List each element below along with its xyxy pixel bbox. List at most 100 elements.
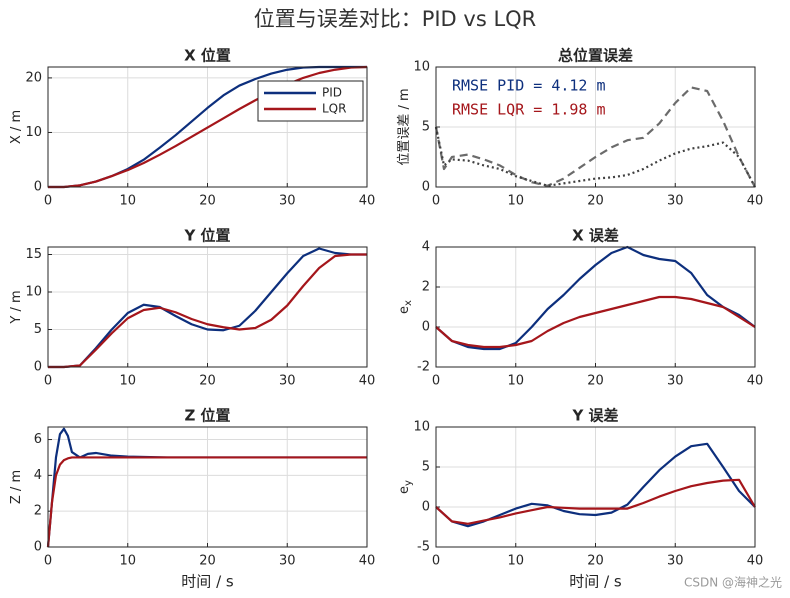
y-tick-label: 10 [413, 60, 430, 75]
subplot-title: 总位置误差 [558, 47, 633, 65]
annotation: RMSE PID = 4.12 m [452, 77, 606, 95]
y-tick-label: 0 [34, 540, 42, 555]
legend-label: PID [322, 86, 342, 100]
x-tick-label: 40 [359, 554, 376, 569]
y-axis-label-main: Z / m [9, 470, 24, 504]
y-axis-label-main: Y / m [9, 290, 24, 324]
x-tick-label: 0 [432, 374, 440, 389]
x-tick-label: 0 [432, 194, 440, 209]
y-tick-label: 0 [422, 320, 430, 335]
data-line [48, 253, 367, 369]
y-tick-label: -5 [417, 540, 430, 555]
axes-box [435, 66, 756, 188]
subplot: 0 10 20 30 40 0 10 20 X 位置 X / m PID LQR [9, 47, 376, 209]
x-tick-label: 0 [44, 554, 52, 569]
data-line [434, 86, 756, 188]
data-line [48, 65, 368, 189]
y-tick-label: 10 [25, 125, 42, 140]
y-tick-label: 15 [25, 247, 42, 262]
y-tick-label: 10 [25, 285, 42, 300]
y-tick-label: 4 [422, 240, 430, 255]
x-tick-label: 10 [119, 554, 136, 569]
x-tick-label: 10 [119, 194, 136, 209]
data-line [435, 245, 756, 351]
x-tick-label: 30 [279, 194, 296, 209]
y-axis-label: 位置误差 / m [397, 88, 412, 165]
x-tick-label: 10 [507, 554, 524, 569]
axes-box [47, 66, 368, 188]
x-tick-label: 40 [359, 374, 376, 389]
y-tick-label: 10 [413, 420, 430, 435]
data-line [434, 126, 756, 188]
figure-title: 位置与误差对比：PID vs LQR [254, 7, 537, 31]
x-tick-label: 20 [587, 194, 604, 209]
y-tick-label: 0 [34, 360, 42, 375]
y-tick-label: 0 [422, 180, 430, 195]
y-axis-label: ex [397, 300, 415, 314]
subplot-title: X 误差 [572, 227, 619, 245]
y-axis-label: ey [397, 480, 415, 494]
legend-label: LQR [322, 102, 346, 116]
x-axis-label: 时间 / s [569, 573, 622, 591]
x-tick-label: 10 [119, 374, 136, 389]
subplot-title: X 位置 [184, 47, 231, 65]
x-tick-label: 30 [279, 554, 296, 569]
y-axis-label-main: e [397, 486, 412, 494]
y-tick-label: 0 [34, 180, 42, 195]
y-tick-label: 4 [34, 468, 42, 483]
data-line [48, 247, 367, 369]
x-tick-label: 40 [747, 194, 764, 209]
data-line [46, 456, 367, 548]
x-tick-label: 20 [199, 554, 216, 569]
y-axis-label-subscript: y [403, 480, 414, 486]
y-tick-label: -2 [417, 360, 430, 375]
subplot: 0 10 20 30 40 0 2 4 6 Z 位置 Z / m 时间 / s [9, 407, 376, 591]
x-tick-label: 30 [667, 554, 684, 569]
y-tick-label: 5 [422, 460, 430, 475]
x-tick-label: 0 [44, 194, 52, 209]
x-tick-label: 40 [747, 554, 764, 569]
y-tick-label: 5 [422, 120, 430, 135]
y-axis-label-main: e [397, 306, 412, 314]
y-tick-label: 2 [34, 504, 42, 519]
x-tick-label: 10 [507, 374, 524, 389]
x-tick-label: 20 [587, 554, 604, 569]
x-axis-label: 时间 / s [181, 573, 234, 591]
axes-box [435, 426, 756, 548]
x-tick-label: 0 [44, 374, 52, 389]
x-tick-label: 40 [747, 374, 764, 389]
y-tick-label: 0 [422, 500, 430, 515]
annotation: RMSE LQR = 1.98 m [452, 101, 606, 119]
watermark: CSDN @海神之光 [684, 575, 782, 590]
x-tick-label: 30 [667, 374, 684, 389]
y-tick-label: 6 [34, 432, 42, 447]
legend-box [257, 80, 364, 122]
x-tick-label: 20 [587, 374, 604, 389]
subplot-title: Y 位置 [183, 227, 230, 245]
axes-box [47, 246, 368, 368]
subplot: 0 10 20 30 40 0 5 10 15 Y 位置 Y / m [9, 227, 376, 389]
y-tick-label: 5 [34, 322, 42, 337]
y-tick-label: 2 [422, 280, 430, 295]
y-axis-label-subscript: x [403, 300, 414, 306]
x-tick-label: 10 [507, 194, 524, 209]
y-tick-label: 20 [25, 70, 42, 85]
y-axis-label: Y / m [9, 290, 24, 324]
axes-box [435, 246, 756, 368]
x-tick-label: 40 [359, 194, 376, 209]
x-tick-label: 30 [667, 194, 684, 209]
x-tick-label: 20 [199, 374, 216, 389]
y-axis-label-main: X / m [9, 110, 24, 144]
x-tick-label: 0 [432, 554, 440, 569]
axes-box [47, 426, 368, 548]
data-line [435, 295, 756, 349]
y-axis-label: X / m [9, 110, 24, 144]
subplot-title: Z 位置 [184, 407, 230, 425]
x-tick-label: 30 [279, 374, 296, 389]
x-tick-label: 20 [199, 194, 216, 209]
data-line [435, 478, 756, 525]
